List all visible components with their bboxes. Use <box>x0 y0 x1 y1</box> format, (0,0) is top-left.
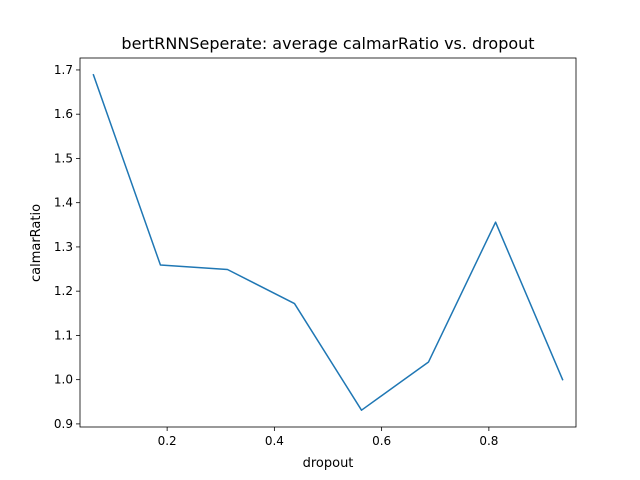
y-tick-label: 1.2 <box>54 284 73 298</box>
y-tick-label: 1.6 <box>54 107 73 121</box>
y-tick-label: 1.3 <box>54 240 73 254</box>
y-tick-label: 1.7 <box>54 63 73 77</box>
plot-frame <box>79 57 577 428</box>
x-tick-label: 0.6 <box>372 434 391 448</box>
x-tick-label: 0.8 <box>479 434 498 448</box>
y-tick-label: 1.0 <box>54 373 73 387</box>
y-axis-ticks: 0.9 1.0 1.1 1.2 1.3 1.4 1.5 1.6 1.7 <box>54 63 80 431</box>
series-line-0 <box>92 73 564 411</box>
y-axis-label: calmarRatio <box>29 204 44 282</box>
y-tick-label: 1.5 <box>54 151 73 165</box>
series-layer <box>92 73 564 411</box>
y-tick-label: 0.9 <box>54 417 73 431</box>
plot-area <box>79 57 577 428</box>
x-tick-label: 0.4 <box>265 434 284 448</box>
y-tick-label: 1.1 <box>54 328 73 342</box>
x-axis-label: dropout <box>303 456 354 471</box>
x-tick-label: 0.2 <box>158 434 177 448</box>
y-tick-label: 1.4 <box>54 196 73 210</box>
chart-title: bertRNNSeperate: average calmarRatio vs.… <box>121 34 534 53</box>
x-axis-ticks: 0.2 0.4 0.6 0.8 <box>158 427 498 448</box>
